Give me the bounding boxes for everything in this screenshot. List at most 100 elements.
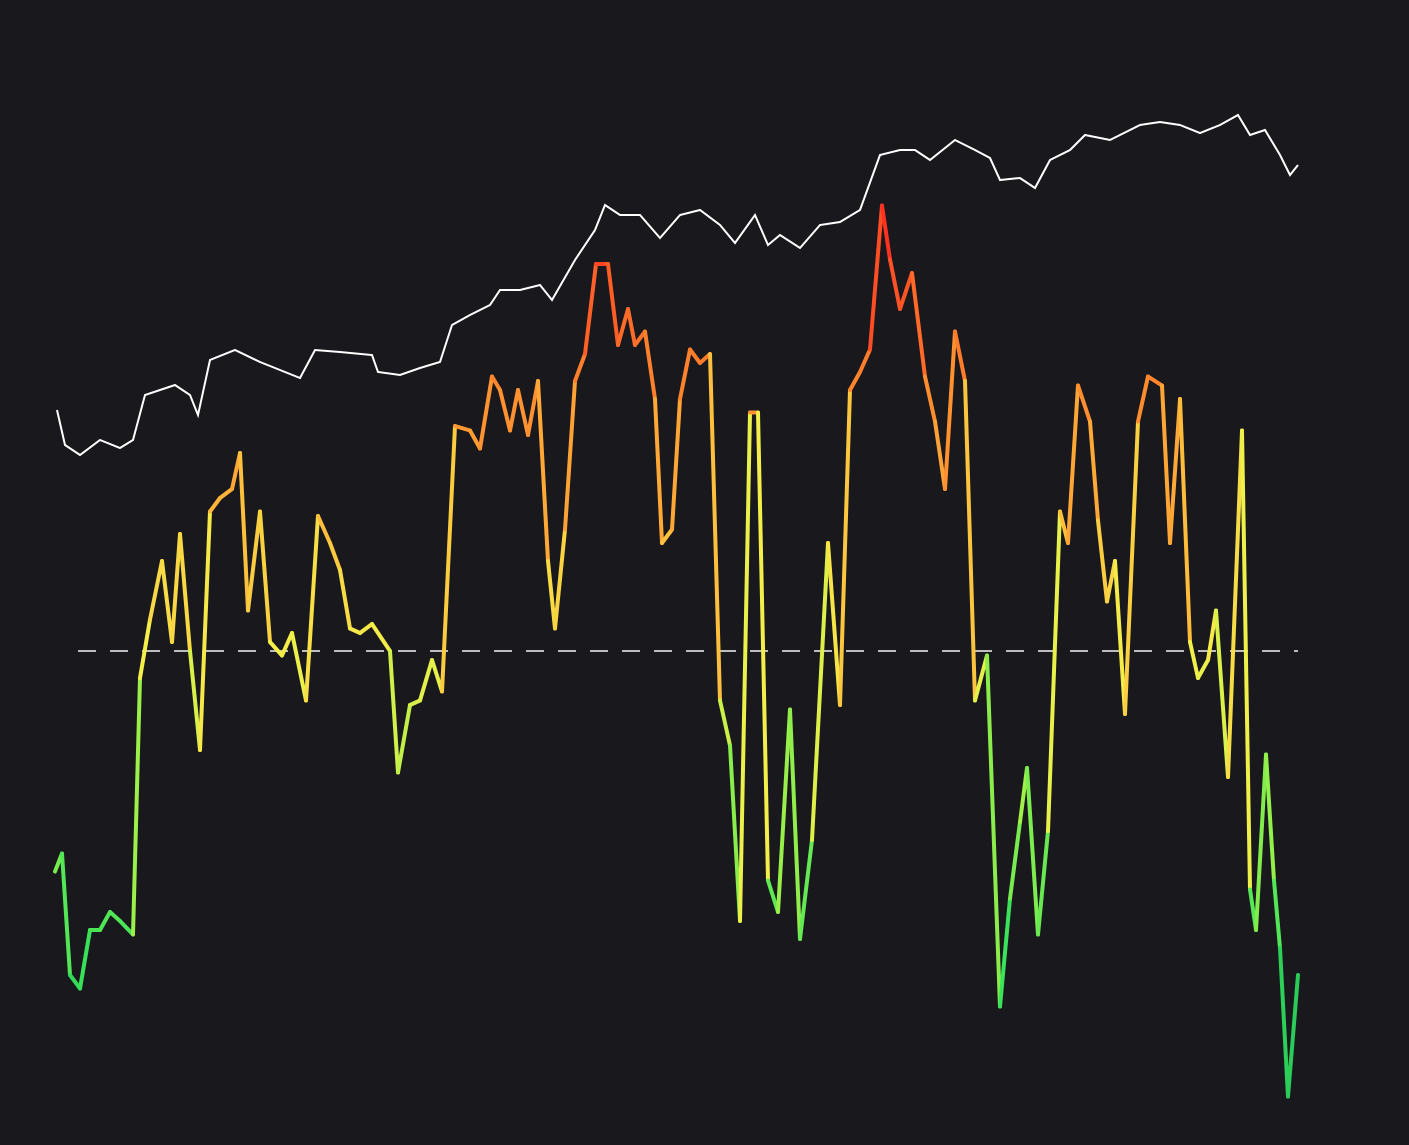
oscillator-segment [943,329,957,491]
oscillator-segment [923,374,937,424]
oscillator-segment [1286,973,1300,1099]
oscillator-segment [606,262,620,347]
oscillator-segment [1066,383,1080,545]
oscillator-segment [370,622,392,653]
oscillator-segment [728,743,742,923]
oscillator-segment [1008,820,1022,901]
oscillator-segment [738,410,752,923]
oscillator-segment [546,559,557,631]
oscillator-segment [973,653,989,703]
oscillator-segment [880,203,892,262]
oscillator-segment [1188,640,1200,680]
oscillator-segment [98,910,112,932]
oscillator-segment [478,374,494,451]
oscillator-segment [138,617,152,680]
oscillator-segment [78,928,92,991]
oscillator-segment [563,379,577,532]
oscillator-segment [838,388,852,707]
oscillator-segment [316,514,332,545]
oscillator-segment [1160,383,1172,545]
oscillator-segment [1278,946,1290,1099]
oscillator-segment [1096,518,1109,604]
oscillator-segment [453,424,472,433]
oscillator-segment [848,370,862,392]
oscillator-segment [810,541,830,842]
oscillator-segment [490,374,502,392]
oscillator-segment [1046,509,1062,833]
oscillator-segment [626,307,637,347]
oscillator-segment [1272,878,1282,950]
oscillator-segment [238,451,250,613]
oscillator-segment [1076,383,1092,424]
oscillator-segment [1168,397,1182,545]
oscillator-segment [516,388,530,437]
oscillator-segment [118,919,135,937]
oscillator-segment [258,509,272,644]
oscillator-segment [60,851,72,977]
oscillator-segment [418,658,434,703]
oscillator-segment [440,424,457,694]
oscillator-segment [68,973,82,991]
oscillator-segment [1178,397,1192,644]
oscillator-segment [468,428,482,451]
oscillator-segment [573,352,587,383]
oscillator-segment [998,896,1012,1009]
oscillator-segment [798,838,814,941]
oscillator-segment [616,307,630,347]
oscillator-segment [396,703,412,775]
oscillator-segment [1088,419,1100,523]
oscillator-segment [898,271,914,311]
oscillator-segment [178,532,192,653]
oscillator-segment [826,541,842,707]
oscillator-segment [1196,658,1210,680]
oscillator-segment [198,509,212,752]
oscillator-segment [953,329,967,383]
oscillator-segment [131,676,142,937]
oscillator-segment [688,347,702,365]
oscillator-series [53,203,1300,1099]
price-series-line [56,113,1299,457]
oscillator-segment [583,262,598,356]
oscillator-segment [868,203,884,352]
oscillator-segment [910,271,927,379]
oscillator-segment [536,379,550,563]
oscillator-segment [643,329,657,401]
oscillator-segment [888,257,902,311]
oscillator-segment [280,631,294,658]
oscillator-segment [1136,374,1150,424]
oscillator-segment [1240,428,1252,892]
oscillator-segment [1025,766,1040,937]
oscillator-segment [108,910,122,923]
oscillator-segment [1264,752,1276,883]
oscillator-segment [1254,752,1268,932]
oscillator-segment [670,397,682,532]
oscillator-segment [508,388,520,433]
oscillator-segment [678,347,692,401]
oscillator-segment [1113,559,1127,716]
oscillator-segment [1036,829,1050,937]
oscillator-segment [208,496,222,514]
oscillator-segment [788,707,802,941]
oscillator-segment [1226,428,1244,779]
oscillator-segment [526,379,540,437]
oscillator-segment [553,527,567,631]
oscillator-segment [328,541,342,572]
oscillator-segment [246,509,262,613]
oscillator-segment [660,527,674,545]
oscillator-segment [268,640,284,658]
oscillator-segment [388,649,400,775]
oscillator-segment [290,631,308,703]
oscillator-segment [653,397,664,545]
oscillator-segment [498,388,512,433]
oscillator-segment [985,653,1002,1009]
oscillator-segment [1146,374,1164,388]
oscillator-segment [963,379,977,703]
oscillator-segment [858,347,872,374]
oscillator-segment [218,487,234,500]
oscillator-segment [160,559,174,644]
oscillator-segment [756,410,770,883]
oscillator-segment [358,622,374,635]
oscillator-segment [718,698,732,748]
oscillator-segment [338,568,352,631]
